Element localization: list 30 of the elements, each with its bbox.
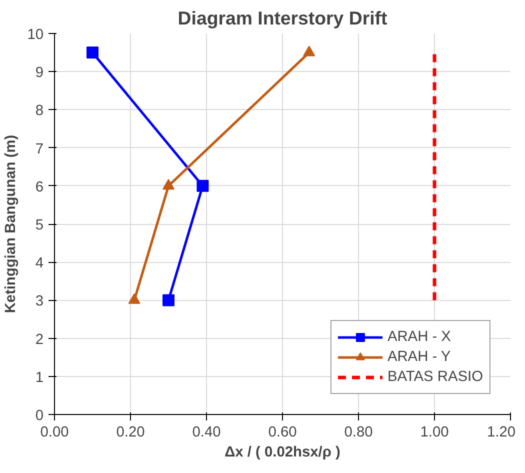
y-tick-label: 7 bbox=[35, 141, 44, 158]
chart-title: Diagram Interstory Drift bbox=[178, 8, 388, 28]
y-tick-label: 6 bbox=[35, 179, 44, 196]
legend-label: ARAH - Y bbox=[387, 349, 451, 365]
x-tick-label: 0.80 bbox=[344, 424, 373, 440]
y-tick-label: 2 bbox=[35, 332, 44, 348]
x-tick-label: 1.00 bbox=[420, 424, 449, 440]
y-axis-title: Ketinggian Bangunan (m) bbox=[3, 134, 20, 314]
y-tick-label: 9 bbox=[35, 65, 44, 82]
legend-label: ARAH - X bbox=[387, 329, 451, 345]
point bbox=[162, 294, 174, 306]
point bbox=[196, 180, 209, 192]
y-tick-label: 3 bbox=[35, 294, 44, 310]
x-tick-label: 1.20 bbox=[486, 424, 516, 440]
point bbox=[162, 179, 174, 190]
point bbox=[303, 46, 316, 56]
legend-label: BATAS RASIO bbox=[387, 369, 483, 385]
y-tick-label: 4 bbox=[35, 256, 44, 272]
x-axis-title: Δx / ( 0.02hsx/ρ ) bbox=[224, 444, 340, 460]
y-tick-label: 5 bbox=[35, 218, 44, 234]
y-tick-label: 0 bbox=[35, 408, 44, 424]
point bbox=[128, 293, 140, 304]
x-tick-label: 0.60 bbox=[268, 424, 297, 440]
x-tick-label: 0.40 bbox=[192, 424, 221, 440]
x-tick-label: 0.00 bbox=[40, 424, 69, 440]
y-tick-label: 10 bbox=[27, 27, 44, 43]
y-tick-label: 1 bbox=[35, 370, 44, 386]
y-tick-label: 8 bbox=[35, 103, 44, 120]
point bbox=[86, 46, 98, 59]
x-tick-label: 0.20 bbox=[116, 424, 145, 440]
